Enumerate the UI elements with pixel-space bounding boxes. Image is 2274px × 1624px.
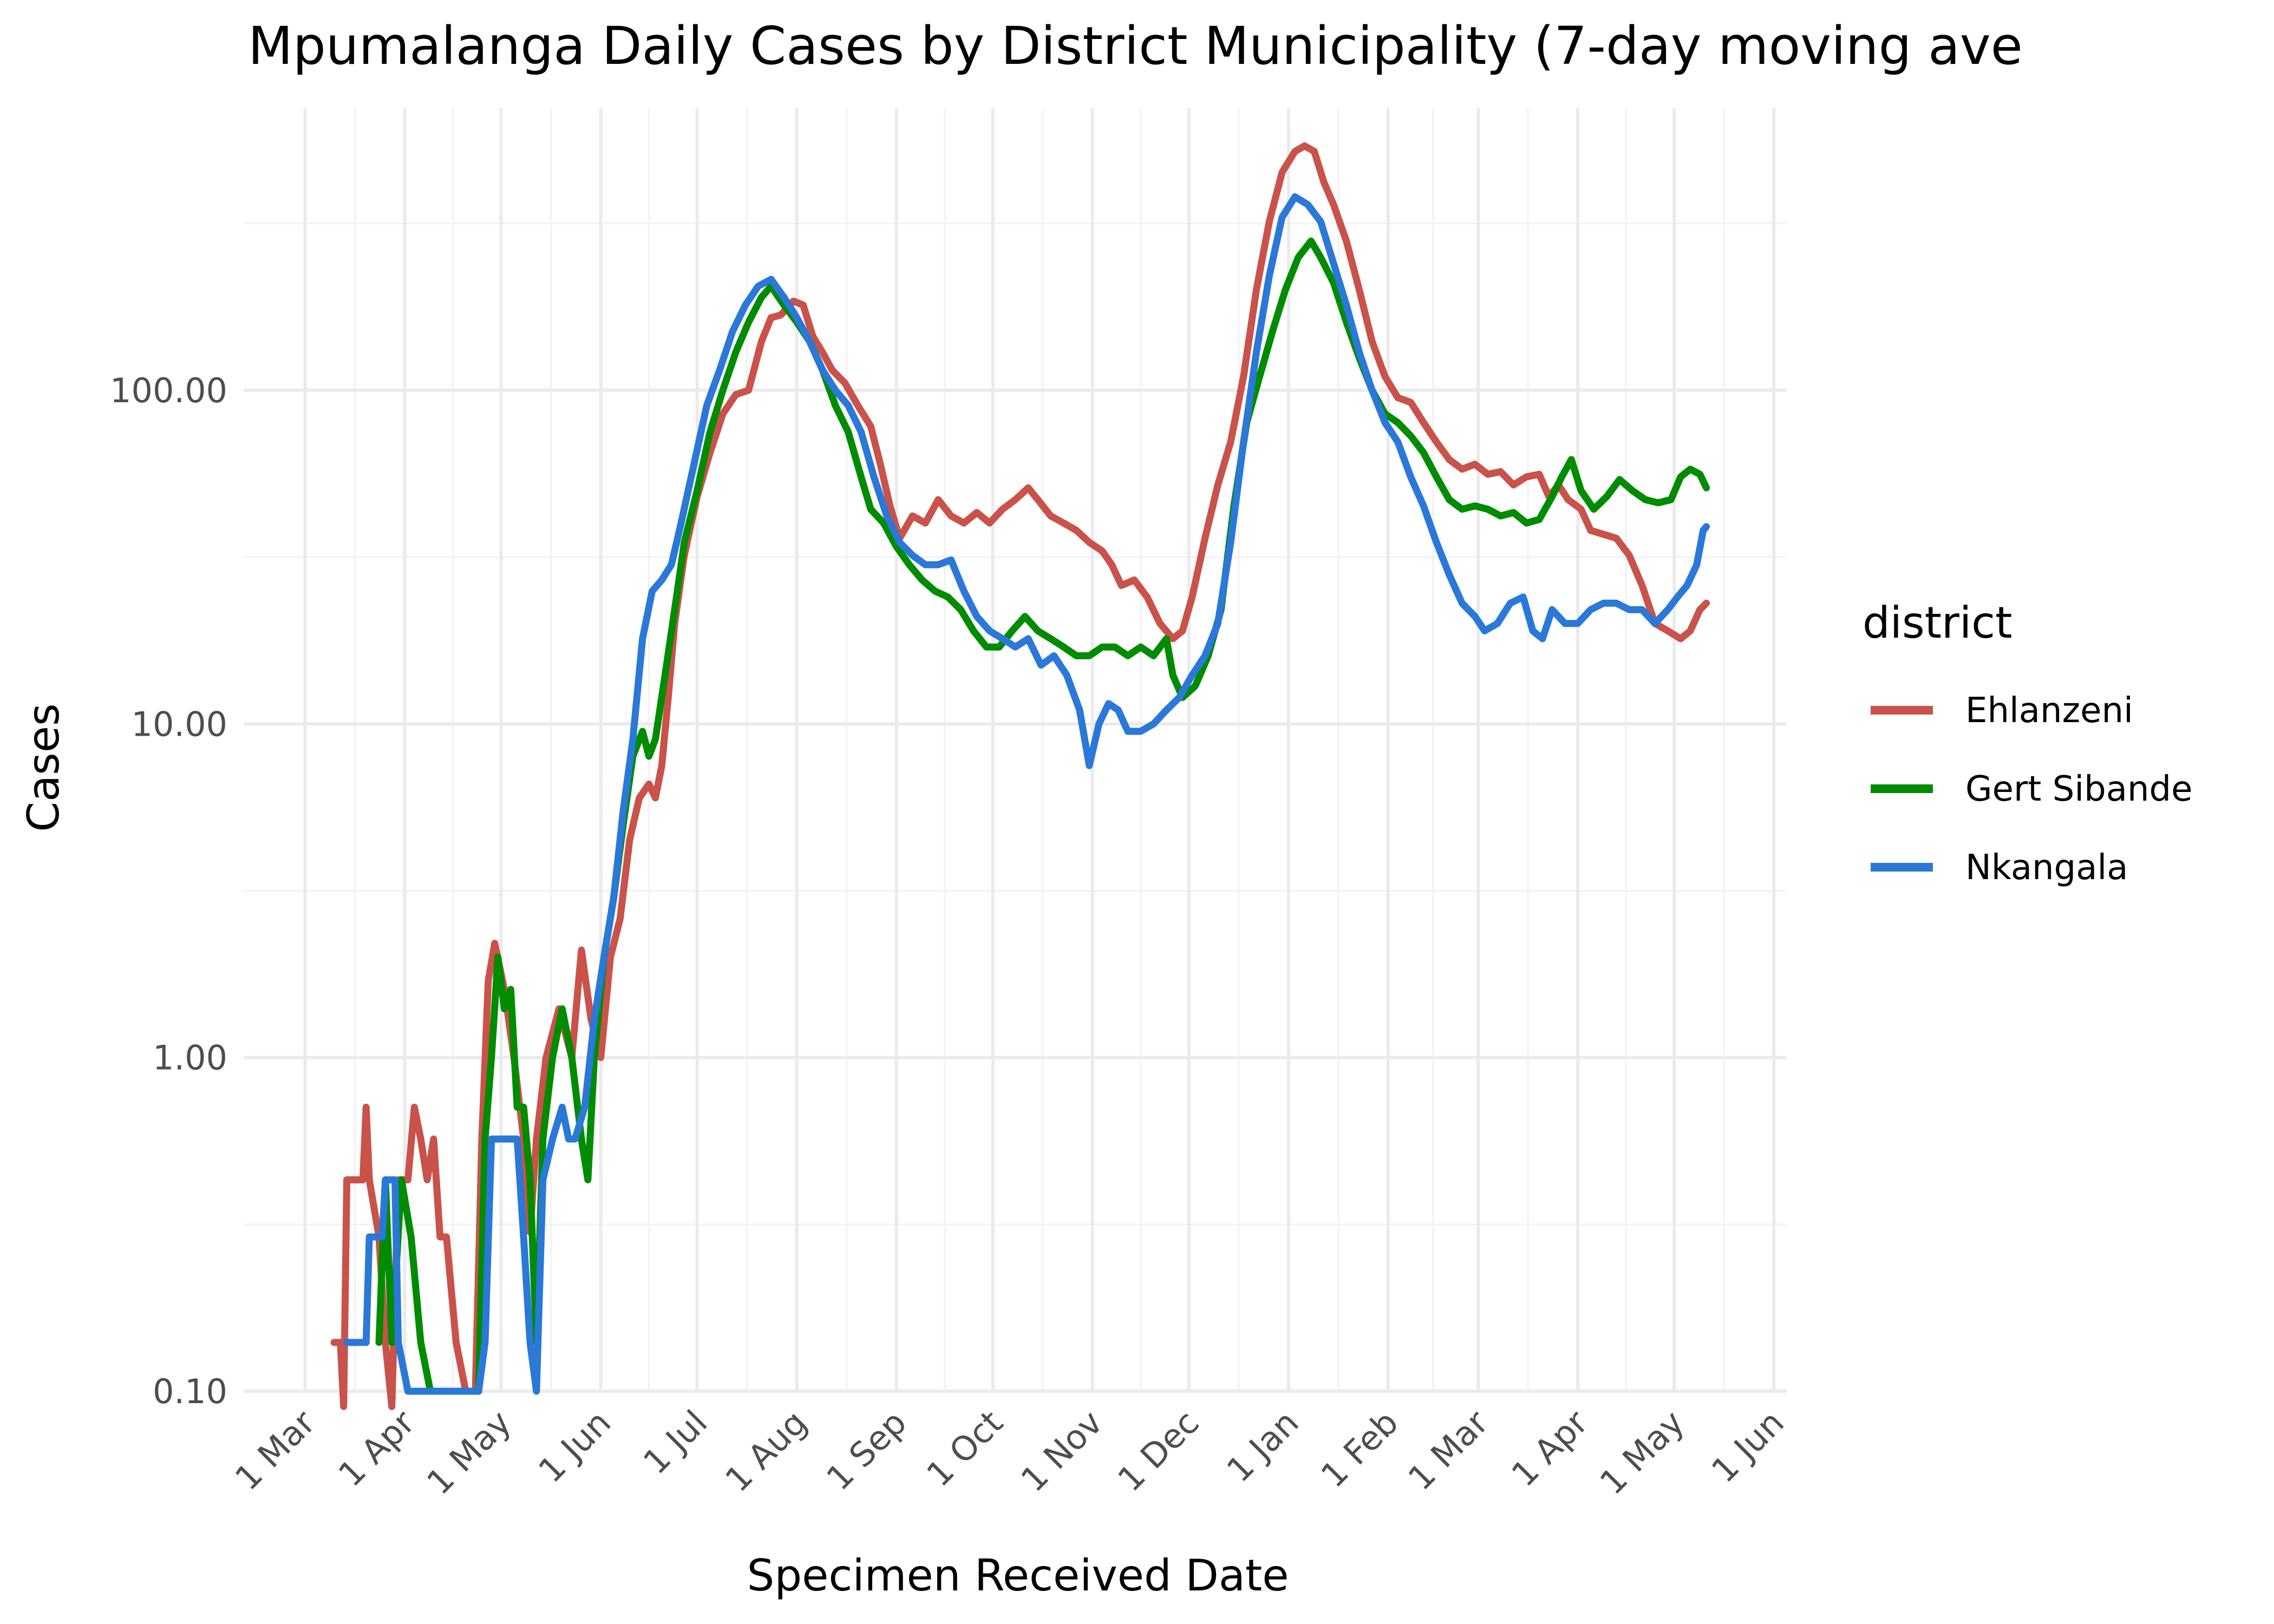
x-axis-title: Specimen Received Date [747,1550,1289,1601]
series-line-ehlanzeni [330,142,1710,1410]
y-tick-label: 1.00 [153,1038,227,1078]
y-tick-label: 0.10 [153,1372,227,1411]
series-line-nkangala [343,193,1710,1395]
y-axis: 0.10 1.00 10.00 100.00 [110,371,227,1411]
legend-label-ehlanzeni: Ehlanzeni [1965,691,2133,731]
legend-label-nkangala: Nkangala [1965,848,2128,888]
y-tick-label: 100.00 [110,371,227,410]
y-tick-label: 10.00 [132,704,228,744]
series-line-gert-sibande [375,237,1710,1395]
legend-title: district [1863,598,2012,648]
legend: district Ehlanzeni Gert Sibande Nkangala [1863,598,2193,888]
series-layer [330,142,1710,1410]
y-axis-title: Cases [18,703,69,831]
legend-label-gert-sibande: Gert Sibande [1965,769,2193,809]
chart-title: Mpumalanga Daily Cases by District Munic… [248,16,2023,76]
